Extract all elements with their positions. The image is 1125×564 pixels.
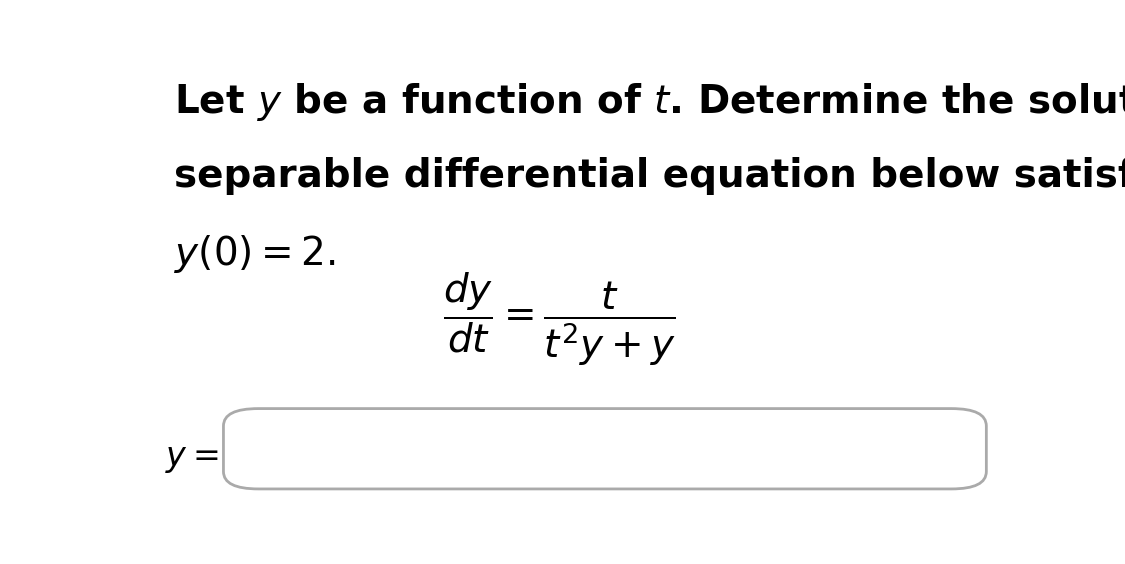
- Text: $\dfrac{dy}{dt} = \dfrac{t}{t^2y + y}$: $\dfrac{dy}{dt} = \dfrac{t}{t^2y + y}$: [443, 271, 675, 368]
- Text: $y =$: $y =$: [165, 442, 218, 475]
- Text: Let $y$ be a function of $t$. Determine the solution of the: Let $y$ be a function of $t$. Determine …: [173, 81, 1125, 123]
- Text: separable differential equation below satisfying: separable differential equation below sa…: [173, 157, 1125, 195]
- Text: $y(0) = 2.$: $y(0) = 2.$: [173, 233, 335, 275]
- FancyBboxPatch shape: [224, 408, 987, 489]
